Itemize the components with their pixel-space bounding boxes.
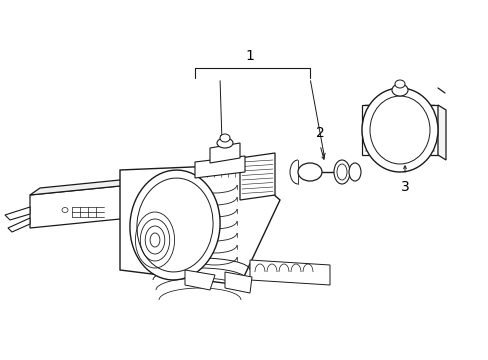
Ellipse shape <box>361 88 437 172</box>
Polygon shape <box>120 165 280 285</box>
Ellipse shape <box>336 164 346 180</box>
Ellipse shape <box>62 207 68 212</box>
Polygon shape <box>240 153 274 200</box>
Ellipse shape <box>297 163 321 181</box>
Text: 1: 1 <box>245 49 254 63</box>
Ellipse shape <box>217 138 232 148</box>
Ellipse shape <box>391 84 407 96</box>
Ellipse shape <box>369 96 429 164</box>
Polygon shape <box>5 207 30 220</box>
Ellipse shape <box>394 80 404 88</box>
Polygon shape <box>30 185 130 228</box>
Ellipse shape <box>130 170 220 280</box>
Text: 2: 2 <box>315 126 324 140</box>
Polygon shape <box>195 156 244 178</box>
Polygon shape <box>30 178 140 195</box>
Polygon shape <box>209 143 240 163</box>
Polygon shape <box>184 270 215 290</box>
Polygon shape <box>437 105 445 160</box>
Ellipse shape <box>348 163 360 181</box>
Polygon shape <box>8 218 30 232</box>
Ellipse shape <box>220 134 229 142</box>
Polygon shape <box>224 272 251 293</box>
Polygon shape <box>249 260 329 285</box>
Ellipse shape <box>333 160 349 184</box>
Text: 3: 3 <box>400 180 408 194</box>
Ellipse shape <box>137 178 213 272</box>
Polygon shape <box>361 105 437 155</box>
